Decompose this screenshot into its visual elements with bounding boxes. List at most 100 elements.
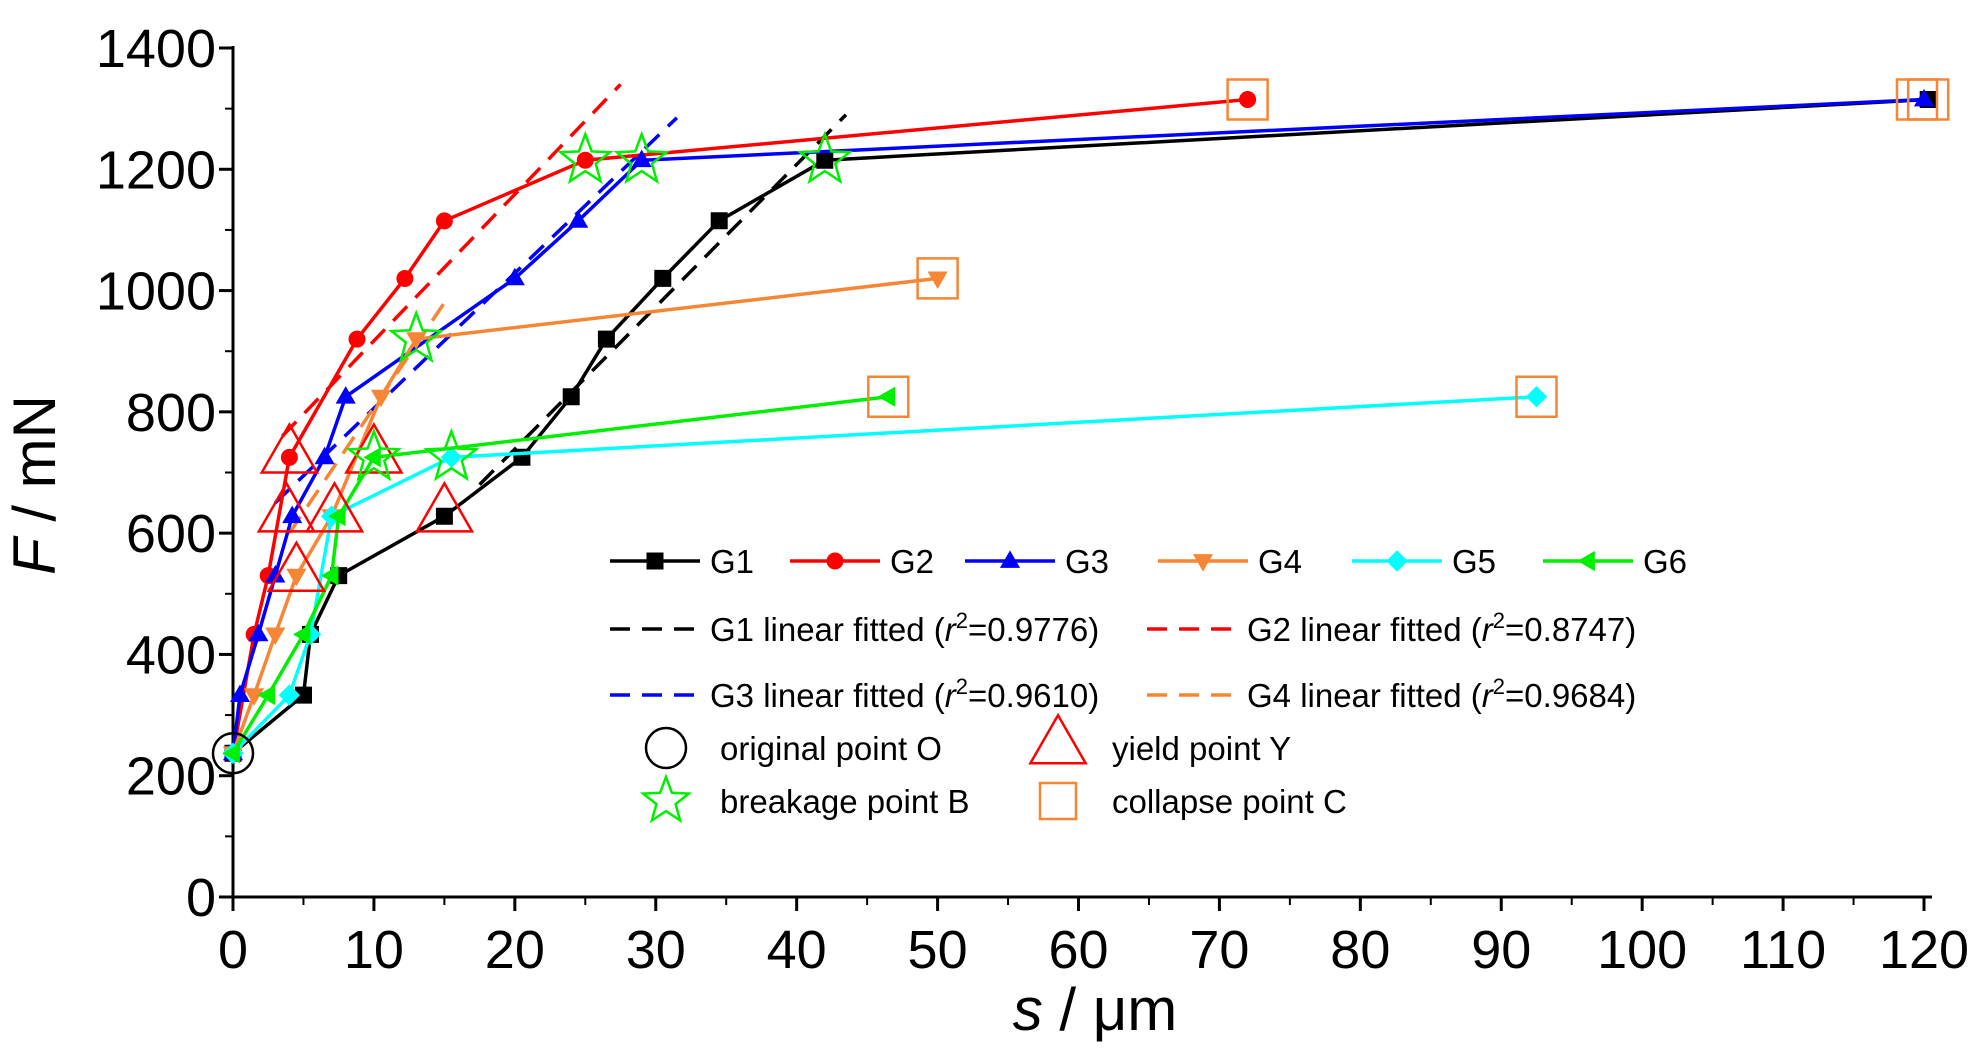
original-marker (211, 732, 255, 775)
fit-line (274, 116, 679, 505)
x-axis-title-unit: / μm (1043, 976, 1178, 1043)
data-point (435, 507, 453, 525)
series-line (231, 97, 1925, 754)
series-g5 (222, 385, 1548, 765)
x-tick-label: 20 (485, 920, 545, 980)
legend-marker (1028, 712, 1088, 765)
collapse-marker (867, 375, 910, 418)
legend-item-fit: G2 linear fitted (r2=0.8747) (1147, 608, 1636, 648)
data-point (562, 388, 580, 406)
series-line (231, 97, 1248, 754)
data-point (1913, 88, 1935, 107)
legend-label: G2 (890, 543, 934, 580)
legend-item-fit: G4 linear fitted (r2=0.9684) (1147, 674, 1636, 714)
breakage-marker (423, 427, 480, 482)
legend-marker (646, 552, 664, 570)
breakage-marker (388, 309, 445, 363)
yield-marker (259, 421, 320, 474)
y-axis-title: F / mN (1, 395, 68, 575)
collapse-marker (1515, 375, 1558, 418)
yield-marker (266, 540, 327, 593)
series-line (231, 394, 1537, 755)
legend-item-g2: G2 (790, 543, 934, 580)
y-tick-label: 1200 (96, 140, 216, 200)
legend-label: yield point Y (1112, 730, 1291, 767)
data-point (576, 151, 594, 169)
data-point (257, 685, 276, 706)
x-axis-title-var: s (1013, 976, 1043, 1043)
breakage-marker (796, 130, 854, 185)
x-tick-label: 60 (1048, 920, 1108, 980)
x-tick-label: 0 (218, 920, 248, 980)
legend-marker (1577, 550, 1595, 572)
series-line (231, 97, 1929, 755)
y-tick-label: 800 (126, 383, 216, 443)
breakage-marker (557, 130, 614, 185)
data-point (877, 386, 896, 407)
data-point (248, 623, 269, 642)
fit-line (478, 113, 848, 486)
y-axis-title-var: F (1, 535, 68, 575)
y-axis-title-unit: / mN (1, 395, 68, 538)
x-tick-label: 80 (1330, 920, 1390, 980)
x-tick-label: 120 (1879, 920, 1969, 980)
series-line (231, 276, 938, 754)
yield-marker (256, 480, 317, 533)
legend-label: G1 linear fitted (r2=0.9776) (710, 608, 1099, 648)
legend-label: G3 (1065, 543, 1109, 580)
legend-item-g1: G1 (610, 543, 754, 580)
legend-item-special: yield point Y (1028, 712, 1291, 767)
data-point (229, 684, 251, 702)
legend-label: G3 linear fitted (r2=0.9610) (710, 674, 1099, 714)
legend-item-fit: G3 linear fitted (r2=0.9610) (610, 674, 1099, 714)
legend-marker (644, 726, 688, 770)
data-point (348, 330, 366, 348)
legend-item-special: original point O (644, 726, 942, 770)
data-point (597, 330, 615, 348)
x-tick-label: 100 (1597, 920, 1687, 980)
data-point (244, 688, 265, 706)
collapse-marker (1226, 78, 1269, 121)
legend-label: G5 (1452, 543, 1496, 580)
legend-marker (1038, 781, 1078, 821)
legend-label: collapse point C (1112, 783, 1347, 820)
legend-label: G2 linear fitted (r2=0.8747) (1247, 608, 1636, 648)
data-point (1239, 91, 1257, 109)
series-g2 (224, 91, 1257, 762)
y-tick-label: 600 (126, 504, 216, 564)
legend-item-g5: G5 (1352, 543, 1496, 580)
data-point (654, 269, 672, 287)
data-point (286, 568, 307, 587)
legend-label: G4 (1258, 543, 1302, 580)
data-point (504, 267, 525, 286)
legend-label: G4 linear fitted (r2=0.9684) (1247, 674, 1636, 714)
data-point (292, 624, 311, 645)
x-tick-label: 50 (908, 920, 968, 980)
data-point (1525, 385, 1548, 408)
breakage-marker (345, 427, 402, 482)
legend-label: G1 (710, 543, 754, 580)
y-tick-label: 1400 (96, 19, 216, 79)
data-point (335, 386, 356, 404)
legend-label: G6 (1643, 543, 1687, 580)
collapse-marker (916, 257, 959, 300)
data-point (396, 269, 414, 287)
axes: 0 10 20 30 40 50 60 70 80 90 100 110 120020040060080… (96, 19, 1969, 980)
data-point (278, 684, 301, 706)
data-point (320, 565, 339, 586)
breakage-marker (613, 130, 670, 185)
legend-item-fit: G1 linear fitted (r2=0.9776) (610, 608, 1099, 648)
data-point (631, 149, 652, 168)
special-points (211, 78, 1950, 775)
legend-marker (826, 552, 844, 570)
x-tick-label: 30 (626, 920, 686, 980)
legend-marker (1386, 550, 1408, 572)
data-point (568, 210, 589, 228)
x-tick-label: 110 (1740, 920, 1826, 980)
series-g3 (222, 88, 1935, 761)
data-point (280, 448, 298, 466)
data-point (328, 506, 346, 527)
data-point (435, 212, 453, 230)
legend-marker (999, 550, 1021, 568)
